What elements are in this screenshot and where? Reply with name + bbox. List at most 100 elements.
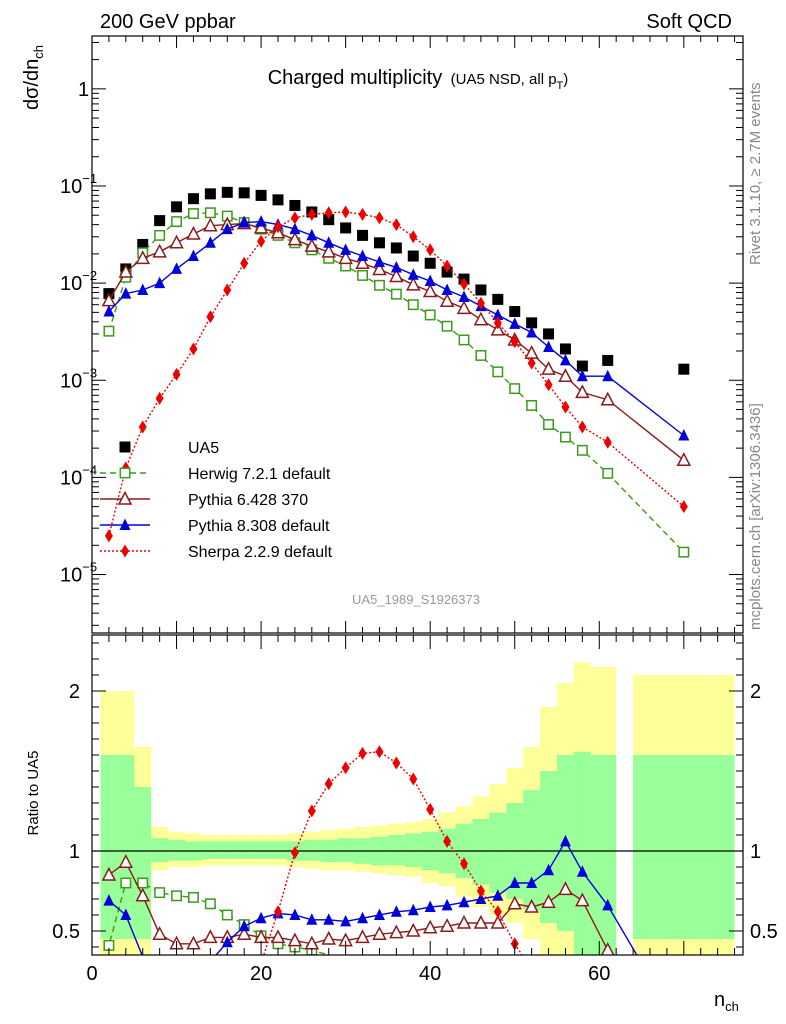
point-pythia-6-428-370 xyxy=(473,311,489,326)
point-pythia-6-428-370 xyxy=(152,243,167,258)
legend-label-herwig-7-2-1-default: Herwig 7.2.1 default xyxy=(188,466,331,483)
point-sherpa-2-2-9-default xyxy=(476,296,485,310)
ratio-point-pythia-6-428-370 xyxy=(456,914,472,929)
point-ua5 xyxy=(602,354,614,366)
ratio-point-sherpa-2-2-9-default xyxy=(290,846,299,860)
ratio-y-tick-label-left: 1 xyxy=(69,841,80,863)
ratio-point-pythia-8-308-default xyxy=(103,894,115,906)
band-green xyxy=(303,839,321,861)
point-sherpa-2-2-9-default xyxy=(240,256,249,270)
legend: UA5 Herwig 7.2.1 default Pythia 6.428 370 P… xyxy=(100,440,333,561)
point-sherpa-2-2-9-default xyxy=(679,500,688,514)
legend-label-sherpa-2-2-9-default: Sherpa 2.2.9 default xyxy=(188,544,333,561)
point-pythia-6-428-370 xyxy=(169,234,184,249)
ratio-point-pythia-8-308-default xyxy=(458,895,470,908)
ratio-point-pythia-8-308-default xyxy=(602,898,614,911)
point-pythia-8-308-default xyxy=(137,283,149,295)
ratio-point-pythia-8-308-default xyxy=(306,913,318,925)
point-herwig-7-2-1-default xyxy=(441,320,453,332)
point-sherpa-2-2-9-default xyxy=(392,218,401,232)
point-pythia-6-428-370 xyxy=(524,345,539,359)
point-sherpa-2-2-9-default xyxy=(223,283,232,297)
band-green xyxy=(472,819,490,885)
band-green xyxy=(387,835,405,866)
point-pythia-6-428-370 xyxy=(456,300,472,315)
point-pythia-8-308-default xyxy=(543,340,555,352)
ratio-point-sherpa-2-2-9-default xyxy=(324,777,333,791)
y-tick-label-exp: −3 xyxy=(82,365,97,380)
point-pythia-6-428-370 xyxy=(203,217,218,232)
band-green xyxy=(337,838,355,863)
ratio-point-sherpa-2-2-9-default xyxy=(392,756,401,770)
ratio-point-herwig-7-2-1-default xyxy=(154,887,166,899)
ratio-point-pythia-6-428-370 xyxy=(575,892,590,907)
point-herwig-7-2-1-default xyxy=(526,400,538,411)
point-pythia-8-308-default xyxy=(602,369,614,382)
y-tick-label-exp: −1 xyxy=(82,171,97,186)
y-tick-label: 10−2 xyxy=(60,268,97,295)
point-sherpa-2-2-9-default xyxy=(527,356,536,370)
point-pythia-8-308-default xyxy=(407,268,419,280)
ratio-point-pythia-8-308-default xyxy=(390,905,402,917)
point-sherpa-2-2-9-default xyxy=(138,420,147,434)
point-herwig-7-2-1-default xyxy=(560,431,571,443)
point-pythia-6-428-370 xyxy=(422,283,438,298)
point-ua5 xyxy=(492,293,504,305)
ratio-point-pythia-6-428-370 xyxy=(524,898,539,913)
point-pythia-8-308-default xyxy=(154,276,166,289)
ratio-point-pythia-6-428-370 xyxy=(135,887,150,902)
main-title: Charged multiplicity (UA5 NSD, all pT) xyxy=(268,67,569,92)
point-ua5 xyxy=(576,360,588,372)
point-ua5 xyxy=(154,215,166,227)
ratio-point-pythia-6-428-370 xyxy=(118,854,134,868)
ratio-point-pythia-8-308-default xyxy=(407,903,419,916)
ratio-y-tick-label-right: 2 xyxy=(750,681,761,703)
band-green xyxy=(573,751,591,955)
band-green xyxy=(134,787,152,939)
point-herwig-7-2-1-default xyxy=(458,334,470,346)
point-pythia-6-428-370 xyxy=(135,250,150,265)
point-herwig-7-2-1-default xyxy=(576,444,588,456)
point-pythia-8-308-default xyxy=(559,353,571,366)
point-ua5 xyxy=(424,257,436,269)
point-ua5 xyxy=(289,199,301,211)
point-ua5 xyxy=(255,189,267,201)
ratio-panel: 0 20 40 60 0.5 0.5 1 1 2 2 xyxy=(52,634,778,985)
point-sherpa-2-2-9-default xyxy=(493,316,502,330)
point-pythia-6-428-370 xyxy=(439,293,455,308)
ratio-point-pythia-8-308-default xyxy=(441,898,453,911)
point-herwig-7-2-1-default xyxy=(374,279,385,291)
band-green xyxy=(151,838,169,863)
y-tick-label: 1 xyxy=(78,79,89,101)
ratio-point-pythia-6-428-370 xyxy=(541,894,556,908)
point-sherpa-2-2-9-default xyxy=(375,211,384,225)
legend-marker-pythia-6-428-370 xyxy=(117,490,133,505)
band-green xyxy=(100,755,118,939)
point-ua5 xyxy=(559,343,571,355)
legend-label-ua5: UA5 xyxy=(188,440,219,457)
y-tick-label: 10−1 xyxy=(60,171,97,198)
point-ua5 xyxy=(171,201,183,213)
point-ua5 xyxy=(390,242,402,254)
band-green xyxy=(633,755,735,939)
y-tick-label-exp: −2 xyxy=(82,268,97,283)
point-sherpa-2-2-9-default xyxy=(172,367,181,381)
point-pythia-8-308-default xyxy=(576,369,588,382)
point-ua5 xyxy=(407,250,419,262)
ratio-point-pythia-8-308-default xyxy=(340,914,352,927)
point-sherpa-2-2-9-default xyxy=(155,391,164,405)
header-right: Soft QCD xyxy=(646,11,732,33)
x-tick-label: 20 xyxy=(250,963,272,985)
point-ua5 xyxy=(137,238,149,250)
ratio-point-sherpa-2-2-9-default xyxy=(341,761,350,775)
ratio-point-pythia-8-308-default xyxy=(255,911,267,924)
ratio-point-pythia-8-308-default xyxy=(238,919,250,932)
point-ua5 xyxy=(509,306,521,318)
point-herwig-7-2-1-default xyxy=(492,366,504,378)
ratio-y-tick-label-right: 0.5 xyxy=(750,921,778,943)
point-pythia-8-308-default xyxy=(306,228,318,241)
point-pythia-8-308-default xyxy=(526,326,538,338)
ratio-point-pythia-8-308-default xyxy=(559,834,571,847)
top-frame xyxy=(91,35,744,634)
